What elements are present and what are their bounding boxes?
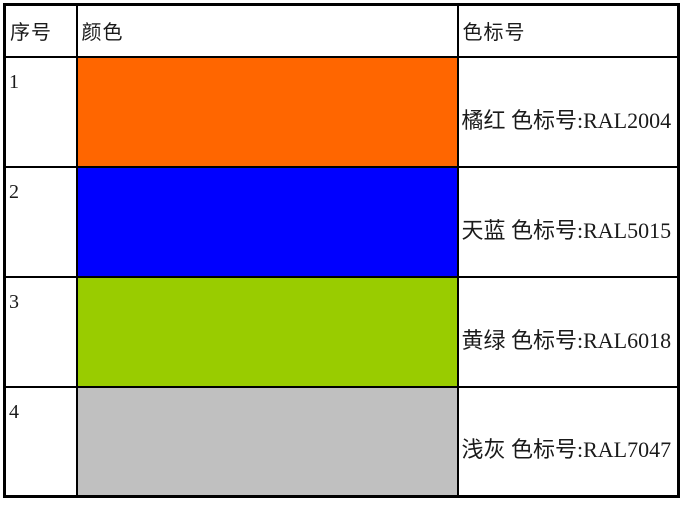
table-row: 1 橘红 色标号:RAL2004 [3, 55, 680, 168]
color-swatch-light-gray [75, 385, 459, 498]
table-row: 4 浅灰 色标号:RAL7047 [3, 385, 680, 498]
color-swatch-orange [75, 55, 459, 168]
row-index: 3 [3, 275, 78, 388]
color-reference-table: 序号 颜色 色标号 1 橘红 色标号:RAL2004 2 天蓝 色标号:RAL5… [3, 3, 680, 498]
row-index: 4 [3, 385, 78, 498]
header-color: 颜色 [75, 3, 459, 58]
header-color-code: 色标号 [456, 3, 680, 58]
table-header-row: 序号 颜色 色标号 [3, 3, 680, 58]
row-index: 2 [3, 165, 78, 278]
row-index: 1 [3, 55, 78, 168]
color-code-label: 黄绿 色标号:RAL6018 [456, 275, 680, 388]
color-code-label: 天蓝 色标号:RAL5015 [456, 165, 680, 278]
table-row: 3 黄绿 色标号:RAL6018 [3, 275, 680, 388]
color-code-label: 浅灰 色标号:RAL7047 [456, 385, 680, 498]
color-code-label: 橘红 色标号:RAL2004 [456, 55, 680, 168]
color-swatch-yellow-green [75, 275, 459, 388]
table-row: 2 天蓝 色标号:RAL5015 [3, 165, 680, 278]
header-serial-number: 序号 [3, 3, 78, 58]
color-swatch-blue [75, 165, 459, 278]
